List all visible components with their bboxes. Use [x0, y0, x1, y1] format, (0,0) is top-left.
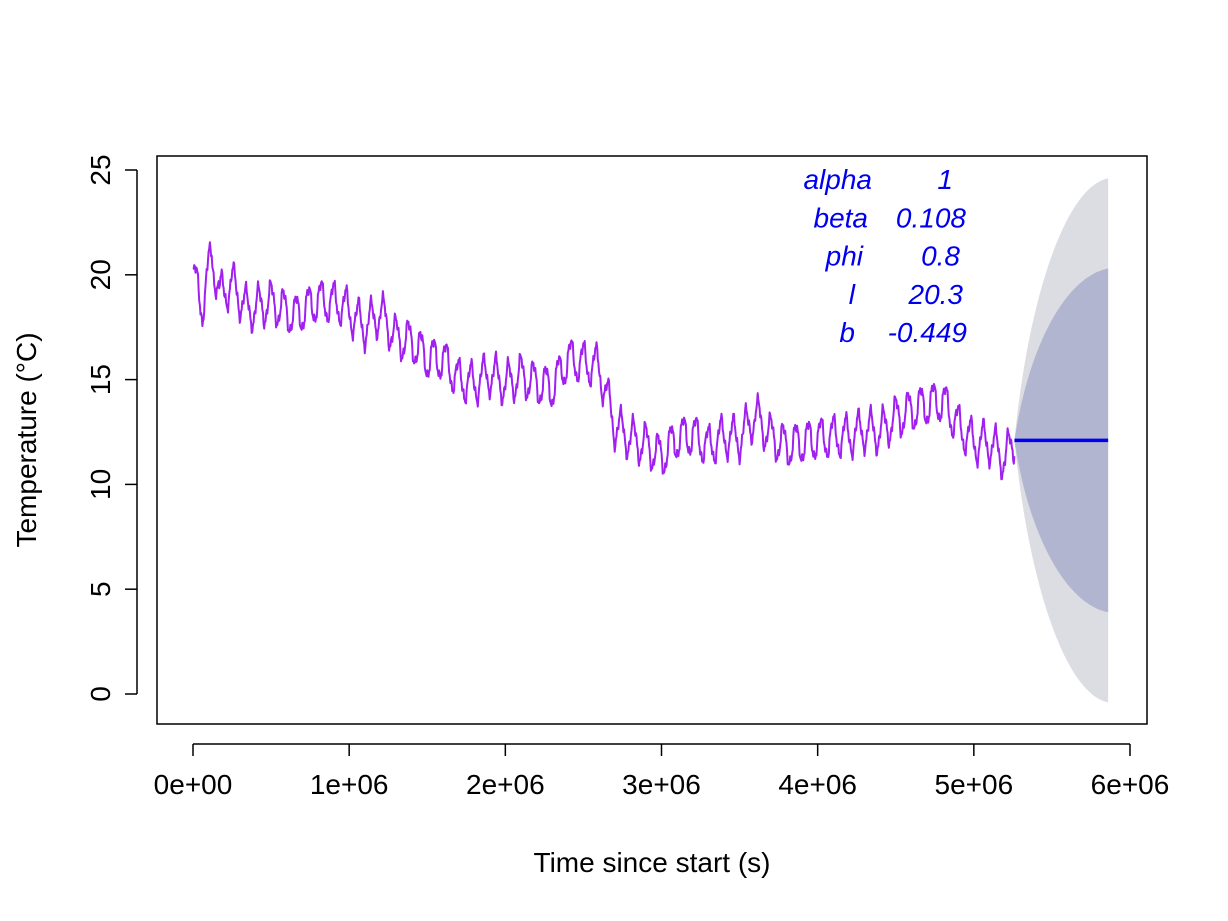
y-tick-label: 0 — [85, 686, 116, 702]
x-tick-label: 4e+06 — [778, 769, 857, 800]
x-axis: 0e+00 1e+06 2e+06 3e+06 4e+06 5e+06 6e+06 — [154, 743, 1170, 800]
x-tick-label: 6e+06 — [1091, 769, 1170, 800]
parameter-name: beta — [814, 202, 869, 233]
x-tick-label: 1e+06 — [310, 769, 389, 800]
y-tick-label: 15 — [85, 364, 116, 395]
y-axis: 0 5 10 15 20 25 — [85, 154, 138, 702]
parameter-value: -0.449 — [888, 317, 967, 348]
x-axis-label: Time since start (s) — [534, 847, 771, 878]
parameter-value: 20.3 — [908, 279, 964, 310]
parameter-value: 0.8 — [921, 241, 960, 272]
parameter-name: l — [849, 279, 856, 310]
y-tick-label: 25 — [85, 154, 116, 185]
series-layer — [192, 241, 1109, 481]
parameter-name: b — [839, 317, 855, 348]
parameter-value: 1 — [937, 164, 953, 195]
y-axis-label: Temperature (°C) — [11, 332, 42, 547]
y-tick-label: 10 — [85, 469, 116, 500]
parameter-annotations: alpha 1 beta 0.108 phi 0.8 l 20.3 b -0.449 — [803, 164, 967, 348]
plot-frame — [156, 155, 1148, 725]
y-tick-label: 5 — [85, 581, 116, 597]
y-tick-label: 20 — [85, 259, 116, 290]
x-tick-label: 5e+06 — [935, 769, 1014, 800]
observed-series-line — [192, 241, 1016, 481]
parameter-value: 0.108 — [896, 202, 966, 233]
x-tick-label: 2e+06 — [466, 769, 545, 800]
parameter-name: phi — [825, 241, 864, 272]
parameter-name: alpha — [803, 164, 872, 195]
x-tick-label: 0e+00 — [154, 769, 233, 800]
x-tick-label: 3e+06 — [622, 769, 701, 800]
